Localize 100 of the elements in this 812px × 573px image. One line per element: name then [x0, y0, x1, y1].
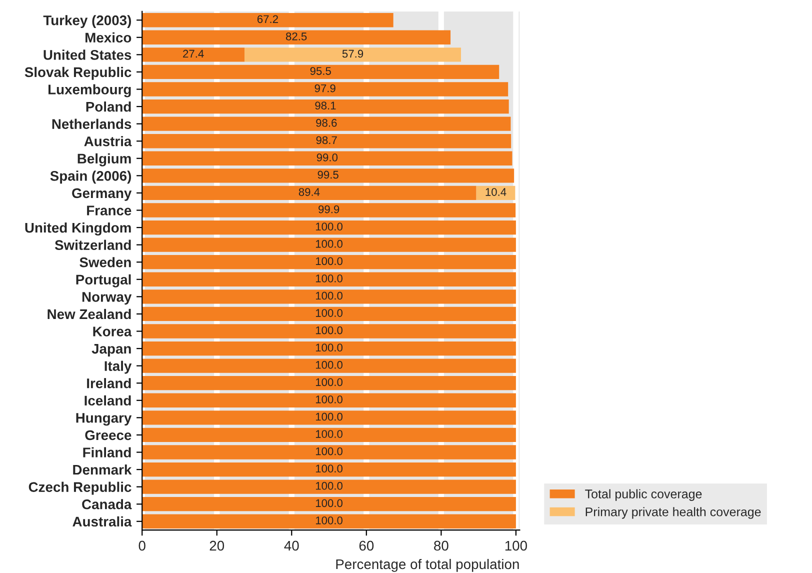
x-axis-title: Percentage of total population: [336, 558, 519, 572]
bar: [142, 272, 516, 286]
bar: [142, 116, 511, 131]
data-label: 100.0: [316, 464, 342, 473]
bar: [142, 445, 516, 460]
bar: [142, 480, 516, 494]
legend-label: Total public coverage: [585, 489, 702, 501]
bar: [142, 220, 516, 235]
bar: [142, 134, 512, 148]
data-label: 100.0: [316, 309, 342, 317]
y-tick-label: Greece: [85, 430, 132, 440]
y-tick-label: Denmark: [73, 464, 132, 475]
y-tick-label: Poland: [86, 102, 131, 112]
bar: [142, 238, 516, 252]
bar: [244, 48, 461, 62]
x-tick-label: 100: [505, 540, 527, 551]
bar: [142, 48, 245, 62]
y-tick-label: Hungary: [76, 413, 132, 426]
bar: [142, 376, 516, 390]
bar: [142, 13, 394, 28]
y-tick-label: Korea: [93, 326, 132, 336]
y-tick-label: United States: [44, 50, 132, 60]
data-label: 82.5: [286, 32, 307, 40]
y-tick-label: Luxembourg: [48, 84, 131, 98]
bar: [142, 168, 514, 183]
y-tick-label: Netherlands: [52, 118, 132, 129]
data-label: 95.5: [310, 67, 331, 75]
y-tick-label: Iceland: [84, 395, 131, 406]
data-label: 100.0: [316, 326, 342, 334]
data-label: 100.0: [316, 240, 342, 248]
data-label: 99.5: [318, 170, 338, 179]
bar: [142, 497, 516, 512]
data-label: 27.4: [183, 50, 204, 58]
bar: [142, 410, 516, 425]
bar: [142, 358, 516, 373]
x-tick-label: 80: [434, 540, 448, 551]
bar: [142, 82, 508, 96]
data-label: 98.7: [316, 136, 337, 144]
data-label: 100.0: [316, 292, 342, 300]
data-label: 89.4: [298, 188, 320, 196]
legend-label: Primary private health coverage: [586, 507, 761, 519]
y-tick-label: Switzerland: [54, 240, 131, 250]
bar: [142, 290, 516, 304]
bar: [142, 151, 512, 166]
y-tick-label: Canada: [82, 499, 132, 510]
x-tick-label: 40: [284, 540, 299, 551]
bar: [142, 306, 516, 322]
data-label: 100.0: [316, 344, 342, 352]
y-tick-label: Australia: [72, 516, 132, 527]
data-label: 100.0: [316, 396, 342, 404]
data-label: 10.4: [486, 188, 506, 196]
y-tick-label: Slovak Republic: [24, 66, 132, 80]
data-label: 100.0: [316, 274, 342, 282]
bar: [142, 186, 476, 200]
y-tick-label: Italy: [104, 360, 132, 374]
data-label: 98.1: [315, 102, 336, 110]
data-label: 100.0: [316, 516, 342, 524]
data-label: 100.0: [316, 447, 342, 456]
data-label: 99.9: [318, 205, 340, 214]
bar: [142, 462, 516, 477]
y-tick-label: France: [87, 206, 132, 216]
data-label: 100.0: [316, 222, 342, 231]
data-label: 57.9: [342, 50, 364, 58]
data-label: 100.0: [316, 360, 342, 369]
bar: [142, 341, 516, 356]
y-tick-label: Turkey (2003): [43, 15, 131, 28]
y-tick-label: Portugal: [76, 274, 131, 288]
y-tick-label: Sweden: [80, 257, 131, 268]
y-tick-label: Finland: [83, 447, 131, 458]
data-label: 100.0: [316, 378, 342, 386]
data-label: 100.0: [316, 430, 342, 438]
bar: [142, 514, 516, 528]
data-label: 100.0: [316, 482, 342, 490]
bar: [142, 255, 516, 270]
bar: [142, 428, 516, 442]
y-tick-label: Spain (2006): [50, 170, 131, 184]
y-tick-label: Austria: [84, 136, 132, 146]
y-tick-label: United Kingdom: [25, 222, 131, 236]
data-label: 97.9: [314, 84, 336, 92]
data-label: 99.0: [316, 154, 338, 162]
bar: [142, 64, 500, 80]
data-label: 67.2: [257, 15, 278, 24]
x-tick-label: 60: [359, 540, 374, 551]
y-tick-label: Japan: [92, 344, 131, 356]
y-tick-label: Mexico: [86, 32, 132, 43]
bar: [142, 30, 451, 44]
y-tick-label: Ireland: [87, 378, 131, 388]
y-tick-label: Germany: [72, 188, 132, 201]
bar: [142, 99, 509, 114]
x-tick-label: 20: [210, 540, 224, 551]
y-tick-label: Belgium: [78, 153, 131, 166]
bar: [142, 203, 516, 218]
data-label: 100.0: [316, 257, 342, 266]
bar: [142, 393, 516, 408]
y-tick-label: New Zealand: [48, 308, 131, 320]
bar: [142, 324, 516, 338]
data-label: 100.0: [316, 499, 342, 508]
data-label: 98.6: [316, 118, 337, 127]
x-tick-label: 0: [138, 540, 146, 551]
y-tick-label: Czech Republic: [28, 482, 132, 495]
